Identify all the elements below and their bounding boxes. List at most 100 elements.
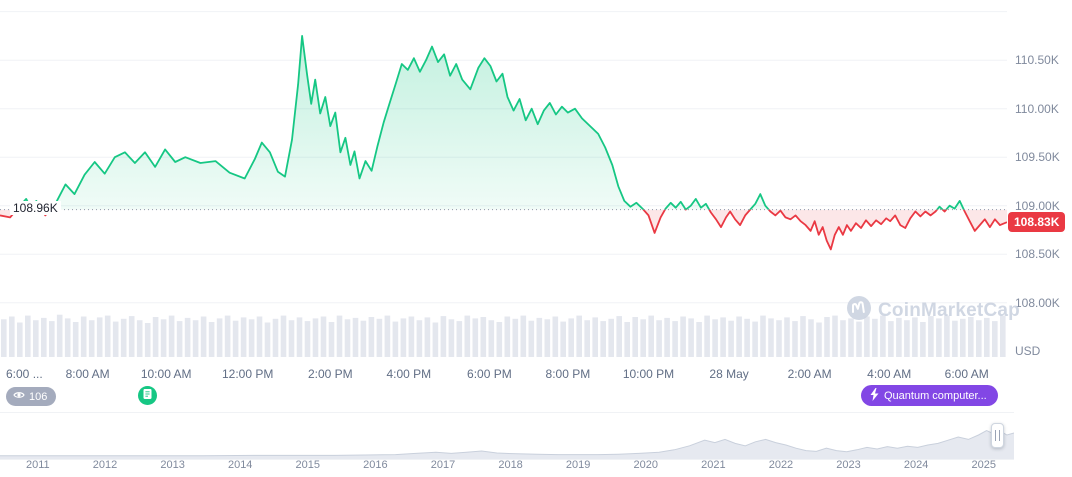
volume-bar [96,317,103,357]
volume-bar [816,322,822,357]
time-axis-label: 6:00 AM [944,367,989,381]
news-annotation-marker[interactable] [138,386,157,405]
volume-bar [240,317,247,357]
volume-bar [104,315,111,357]
volume-bar [360,320,367,357]
year-label: 2014 [227,459,253,471]
time-axis-label: 2:00 AM [787,367,832,381]
volume-bar [888,321,894,357]
volume-bar [256,316,263,357]
volume-bar [1,319,7,357]
time-axis-label: 4:00 PM [386,367,432,381]
year-label: 2021 [701,459,726,471]
volume-bar [176,321,183,357]
volume-bar [560,321,566,357]
year-label: 2024 [903,459,929,471]
volume-bar [696,322,702,357]
volume-bar [720,317,726,357]
volume-bar [464,315,471,357]
volume-bar [408,316,415,357]
range-navigator[interactable] [0,412,1014,460]
year-label: 2025 [971,459,996,471]
volume-bar [528,320,535,357]
year-label: 2019 [565,459,591,471]
time-axis-label: 6:00 PM [467,367,512,381]
volume-bar [760,315,766,357]
volume-bar [424,317,431,357]
price-area-up [0,35,1007,210]
volume-bar [480,317,487,357]
volume-bar [536,317,543,357]
time-axis-label: 6:00 ... [6,367,43,381]
volume-bar [416,320,423,357]
event-badge-label: Quantum computer... [884,389,987,402]
time-axis-label: 10:00 PM [622,367,675,381]
volume-bar [496,322,503,357]
volume-bar [624,322,630,357]
volume-bar [592,317,598,357]
volume-bar [41,317,47,357]
volume-bar [936,318,942,357]
time-axis-label: 28 May [709,367,749,381]
navigator-year-axis: 2011 2012 2013 2014 2015 2016 2017 2018 2019 2020… [0,459,1014,471]
coinmarketcap-watermark[interactable]: CoinMarketCap [846,295,1020,326]
price-chart[interactable] [0,0,1007,360]
views-badge[interactable]: 106 [6,387,57,406]
volume-bar [160,319,167,357]
volume-bar [896,317,902,357]
year-label: 2022 [768,459,794,471]
y-axis-label: 108.50K [1015,247,1060,262]
volume-bar [9,316,15,357]
volume-bar [17,322,23,357]
volume-bar [384,315,391,357]
volume-bar [544,319,551,357]
volume-bar [728,320,734,357]
lightning-icon [870,387,879,404]
navigator-handle[interactable] [991,423,1004,448]
volume-bar [376,318,383,357]
volume-bar [664,317,670,357]
volume-bar [984,317,990,357]
baseline-price-label: 108.96K [10,200,61,215]
volume-bar [144,323,151,357]
volume-bar [168,315,175,357]
volume-bar [152,317,159,357]
volume-bar [472,318,479,357]
volume-bar [832,315,838,357]
volume-bar [968,317,974,357]
navigator-area [0,430,1014,459]
y-axis-label: 110.00K [1015,101,1059,116]
volume-bar [568,318,574,357]
y-axis-label: 109.50K [1015,150,1060,165]
volume-bar [736,316,742,357]
time-axis-label: 4:00 AM [867,367,912,381]
volume-bar [976,320,982,357]
volume-bar [392,321,399,357]
year-label: 2015 [295,459,321,471]
annotations-row: 106 Quantum computer... [0,385,1072,409]
volume-bar [504,316,511,357]
volume-bar [224,315,231,357]
navigator-chart[interactable] [0,413,1014,459]
volume-bar [904,320,910,357]
volume-bar [208,322,215,357]
volume-bar [232,320,239,357]
volume-bar [264,322,271,357]
volume-bar [808,319,814,357]
volume-bar [952,320,958,357]
volume-bar [792,321,798,357]
event-badge[interactable]: Quantum computer... [861,385,998,406]
volume-bar [824,317,830,357]
eye-icon [13,389,25,404]
volume-bar [784,317,790,357]
volume-bar [112,321,119,357]
volume-bar [216,318,223,357]
year-label: 2020 [633,459,658,471]
volume-bar [64,318,71,357]
y-axis-label: 109.00K [1015,198,1060,213]
volume-bar [648,315,654,357]
volume-bar [520,315,527,357]
volume-bar [920,322,926,357]
volume-bar [552,316,559,357]
